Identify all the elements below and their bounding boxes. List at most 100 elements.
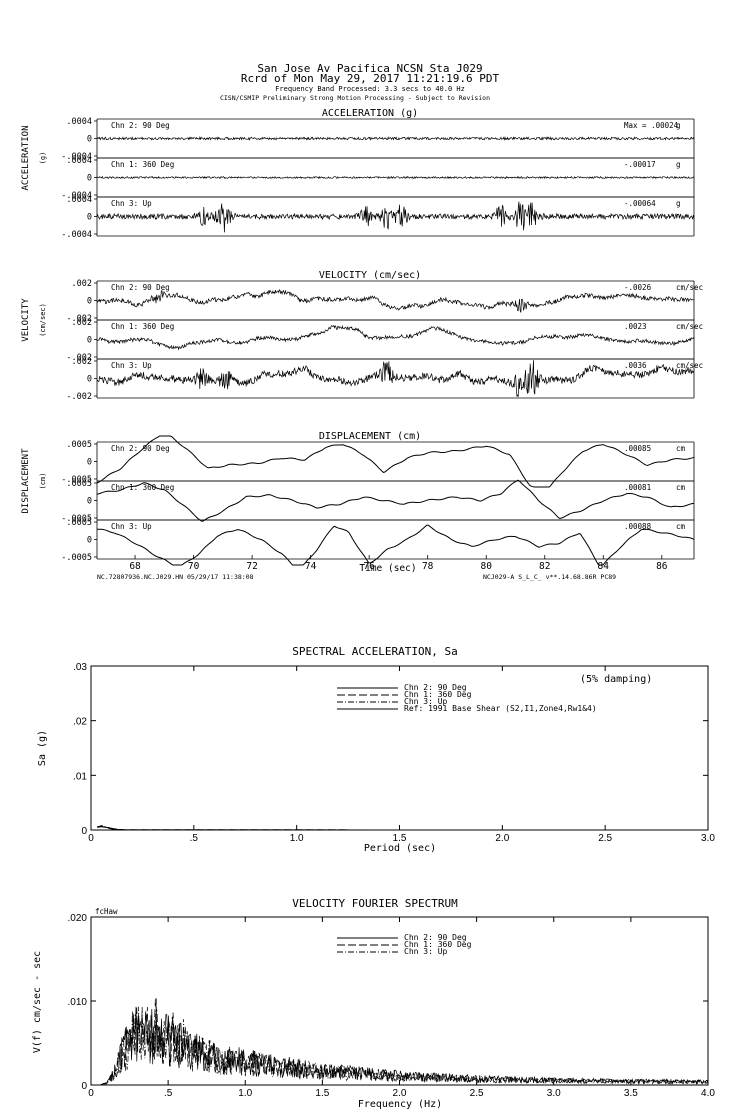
y-tick-label: -.002 <box>66 353 92 363</box>
y-tick-label: .0005 <box>66 440 92 450</box>
fs-series-line <box>91 997 709 1086</box>
x-tick-label: 72 <box>246 561 257 572</box>
x-tick-label: 2.5 <box>598 833 612 844</box>
y-tick-label: .01 <box>73 771 87 782</box>
acceleration-panel: ACCELERATION (g) ACCELERATION (g) .0004 0 -.0… <box>21 108 695 240</box>
y-tick-label: -.0005 <box>61 553 92 563</box>
unit-label: cm/sec <box>676 322 703 331</box>
channel-label: Chn 3: Up <box>111 361 152 370</box>
trace-line <box>97 524 695 566</box>
header-station: San Jose Av Pacifica NCSN Sta J029 <box>257 62 482 75</box>
y-tick-label: .02 <box>73 717 87 728</box>
y-tick-label: .020 <box>68 913 88 924</box>
max-value-label: -.00064 <box>624 199 656 208</box>
max-value-label: Max = .00024 <box>624 121 679 130</box>
x-tick-label: 86 <box>656 561 668 572</box>
unit-label: cm/sec <box>676 283 703 292</box>
y-tick-label: .03 <box>73 662 87 673</box>
y-tick-label: 0 <box>87 536 92 546</box>
unit-label: cm <box>676 522 686 531</box>
x-tick-label: 68 <box>129 561 141 572</box>
sa-series-line <box>97 825 709 831</box>
legend-label: Chn 1: 360 Deg <box>404 690 472 699</box>
unit-label: cm <box>676 444 686 453</box>
fs-series-line <box>91 1006 709 1086</box>
y-tick-label: 0 <box>87 336 92 346</box>
legend-label: Chn 3: Up <box>404 947 448 956</box>
fs-series-line <box>91 999 709 1086</box>
trace-line <box>96 435 695 488</box>
y-axis-label: Sa (g) <box>37 730 48 766</box>
x-tick-label: .5 <box>190 833 199 844</box>
x-tick-label: 1.0 <box>238 1088 252 1099</box>
max-value-label: .0023 <box>624 322 647 331</box>
fs-title: VELOCITY FOURIER SPECTRUM <box>292 897 458 910</box>
y-tick-label: -.0005 <box>61 514 92 524</box>
unit-label: cm/sec <box>676 361 703 370</box>
y-tick-label: .002 <box>72 357 92 367</box>
legend-label: Ref: 1991 Base Shear (S2,I1,Zone4,Rw1&4) <box>404 704 597 713</box>
max-value-label: -.0026 <box>624 283 652 292</box>
unit-label: cm <box>676 483 686 492</box>
velocity-unit-label: (cm/sec) <box>39 303 47 337</box>
y-tick-label: .0005 <box>66 479 92 489</box>
y-tick-label: .002 <box>72 279 92 289</box>
y-tick-label: .0004 <box>66 156 92 166</box>
y-tick-label: 0 <box>87 458 92 468</box>
legend-label: Chn 3: Up <box>404 697 448 706</box>
x-tick-label: 1.0 <box>290 833 304 844</box>
channel-label: Chn 2: 90 Deg <box>111 283 170 292</box>
trace-line <box>96 201 695 233</box>
y-tick-label: -.0004 <box>61 191 92 201</box>
y-axis-label: V(f) cm/sec - sec <box>32 951 43 1053</box>
y-tick-label: -.002 <box>66 314 92 324</box>
corner-label: fcHaw <box>95 907 118 916</box>
trace-line <box>96 360 695 398</box>
acceleration-title: ACCELERATION (g) <box>322 108 418 119</box>
y-tick-label: .002 <box>72 318 92 328</box>
unit-label: g <box>676 160 681 169</box>
displacement-unit-label: (cm) <box>39 473 47 490</box>
y-tick-label: 0 <box>81 826 87 837</box>
y-tick-label: 0 <box>87 174 92 184</box>
velocity-trace-2: .002 0 -.002 Chn 1: 360 Deg .0023 cm/sec <box>66 318 703 363</box>
y-tick-label: 0 <box>87 297 92 307</box>
velocity-trace-1: .002 0 -.002 Chn 2: 90 Deg -.0026 cm/sec <box>66 279 703 324</box>
x-tick-label: 76 <box>363 561 375 572</box>
unit-label: g <box>676 121 681 130</box>
x-tick-label: 3.5 <box>624 1088 638 1099</box>
velocity-title: VELOCITY (cm/sec) <box>319 270 421 281</box>
max-value-label: .00085 <box>624 444 651 453</box>
x-axis-label: Time (sec) <box>359 563 416 574</box>
footer-right: NCJ029-A S_L_C_ v**.14.68.86R PC89 <box>483 573 616 581</box>
trace-line <box>96 289 695 313</box>
displacement-panel: DISPLACEMENT (cm) DISPLACEMENT (cm) .0005 0 -… <box>21 431 695 581</box>
y-tick-label: .0004 <box>66 195 92 205</box>
y-tick-label: 0 <box>87 375 92 385</box>
legend-label: Chn 1: 360 Deg <box>404 940 472 949</box>
max-value-label: .0036 <box>624 361 647 370</box>
y-tick-label: -.0004 <box>61 230 92 240</box>
x-tick-label: 84 <box>598 561 610 572</box>
y-tick-label: 0 <box>81 1081 87 1092</box>
acceleration-trace-2: .0004 0 -.0004 Chn 1: 360 Deg -.00017 g <box>61 156 695 201</box>
sa-frame <box>90 665 709 831</box>
channel-label: Chn 3: Up <box>111 522 152 531</box>
velocity-panel: VELOCITY (cm/sec) VELOCITY (cm/sec) .002 0 -.… <box>21 270 703 402</box>
y-tick-label: -.0004 <box>61 152 92 162</box>
header-notice: CISN/CSMIP Preliminary Strong Motion Pro… <box>220 94 490 102</box>
max-value-label: .00081 <box>624 483 651 492</box>
channel-label: Chn 2: 90 Deg <box>111 444 170 453</box>
y-tick-label: .0004 <box>66 117 92 127</box>
trace-line <box>96 324 695 351</box>
x-tick-label: .5 <box>164 1088 173 1099</box>
header-band: Frequency Band Processed: 3.3 secs to 40… <box>275 85 465 93</box>
x-tick-label: 4.0 <box>701 1088 715 1099</box>
legend-label: Chn 2: 90 Deg <box>404 683 467 692</box>
displacement-title: DISPLACEMENT (cm) <box>319 431 421 442</box>
max-value-label: -.00017 <box>624 160 656 169</box>
channel-label: Chn 1: 360 Deg <box>111 160 174 169</box>
x-axis-label: Frequency (Hz) <box>358 1099 442 1110</box>
channel-label: Chn 3: Up <box>111 199 152 208</box>
